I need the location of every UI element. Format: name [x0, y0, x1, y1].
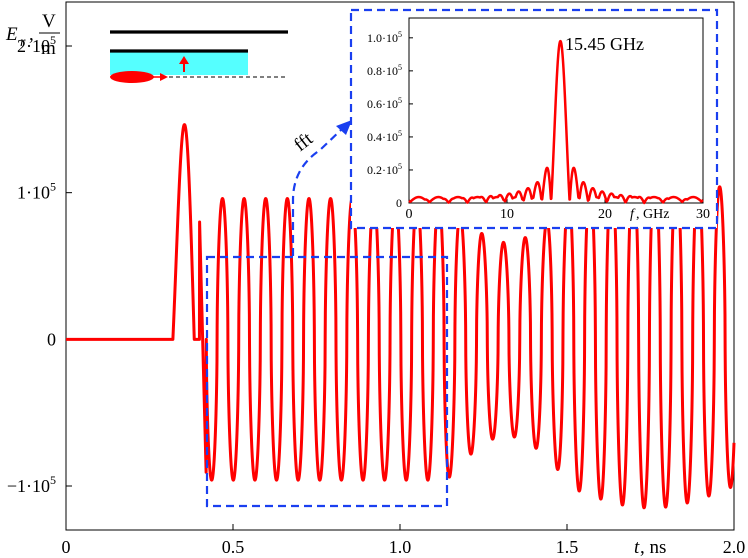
y-tick-label: −1·105	[7, 473, 56, 496]
x-tick-label: 1.0	[389, 537, 412, 557]
inset-plot-frame	[408, 17, 704, 204]
inset-y-tick-label: 0.2·105	[367, 162, 402, 177]
waveguide-schematic	[110, 30, 288, 83]
main-signal-group	[64, 123, 736, 510]
schematic-motion-arrow-head	[160, 73, 168, 81]
main-x-axis-label: t , ns	[634, 537, 666, 558]
x-tick-label: 2.0	[723, 537, 746, 557]
fft-arrow-curve	[291, 127, 344, 256]
y-label-subscript: r	[20, 35, 26, 50]
inset-peak-label: 15.45 GHz	[565, 34, 644, 54]
schematic-dielectric-layer	[110, 51, 248, 75]
fft-arrow-head	[336, 120, 352, 135]
x-tick-label: 0.5	[222, 537, 245, 557]
x-label-unit: , ns	[640, 537, 666, 558]
y-label-symbol: E	[5, 24, 18, 45]
inset-x-tick-label: 20	[598, 207, 612, 222]
inset-x-tick-label: 30	[696, 207, 710, 222]
inset-x-label-unit: , GHz	[636, 207, 669, 222]
x-tick-label: 0	[62, 537, 71, 557]
inset-y-tick-label: 1.0·105	[367, 30, 402, 45]
x-tick-label: 1.5	[556, 537, 579, 557]
inset-y-tick-label: 0	[396, 196, 402, 210]
inset-y-tick-label: 0.8·105	[367, 63, 402, 78]
fft-label: fft	[290, 128, 317, 156]
main-ticks: 0 0.5 1.0 1.5 2.0 2·105 1·105 0 −1·105	[7, 33, 745, 557]
signal-line	[64, 123, 736, 510]
inset-spectrum-group	[407, 39, 705, 205]
spectrum-line	[407, 39, 705, 205]
inset-y-tick-label: 0.4·105	[367, 129, 402, 144]
y-label-comma: ,	[29, 24, 34, 45]
y-tick-label: 2·105	[17, 33, 56, 56]
fft-inset: 0 10 20 30 0 0.2·105 0.4·105 0.6·105 0.8·105 1.0·…	[349, 8, 719, 230]
inset-ticks: 0 10 20 30 0 0.2·105 0.4·105 0.6·105 0.8·105 1.0·…	[367, 30, 710, 222]
y-label-unit-numerator: V	[42, 11, 56, 32]
fft-window-box	[205, 255, 449, 508]
inset-x-tick-label: 0	[406, 207, 413, 222]
x-label-symbol: t	[634, 537, 640, 558]
inset-x-label-symbol: f	[630, 207, 636, 222]
schematic-field-arrow-head	[179, 56, 189, 64]
y-tick-label: 1·105	[17, 180, 56, 203]
fft-arrow: fft	[290, 120, 352, 256]
inset-x-tick-label: 10	[500, 207, 514, 222]
schematic-electron-bunch	[110, 71, 154, 83]
main-y-axis-label: E r , V m	[5, 11, 60, 59]
y-tick-label: 0	[47, 329, 56, 349]
y-label-unit-denominator: m	[41, 38, 56, 59]
inset-y-tick-label: 0.6·105	[367, 96, 402, 111]
